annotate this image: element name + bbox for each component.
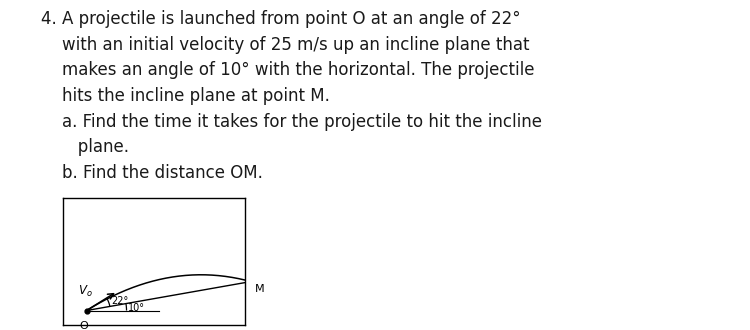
Text: 4. A projectile is launched from point O at an angle of 22°
    with an initial : 4. A projectile is launched from point O… bbox=[41, 10, 542, 182]
Text: 10°: 10° bbox=[128, 303, 146, 313]
Text: M: M bbox=[254, 284, 264, 294]
Text: O: O bbox=[80, 320, 88, 330]
Text: 22°: 22° bbox=[111, 296, 128, 307]
Text: $V_o$: $V_o$ bbox=[79, 284, 93, 299]
